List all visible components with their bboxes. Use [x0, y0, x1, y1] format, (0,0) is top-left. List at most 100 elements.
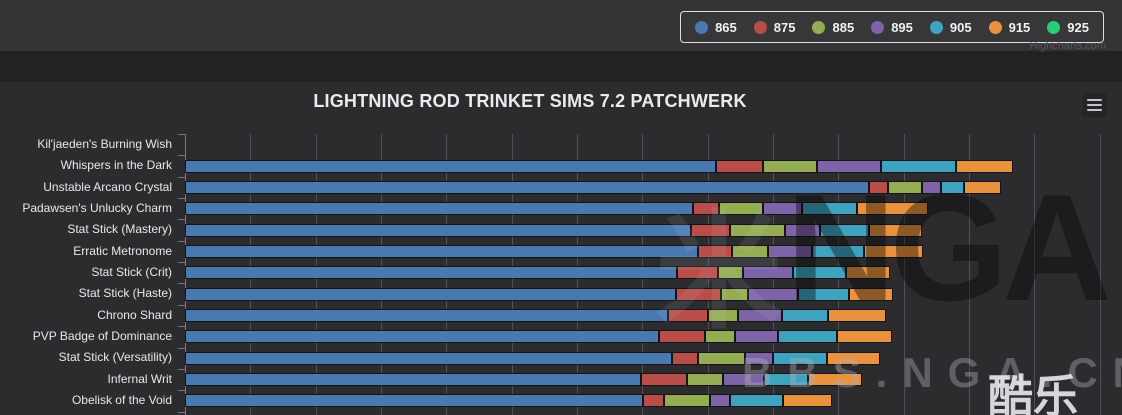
bar-segment-905[interactable] — [798, 287, 850, 301]
bar-segment-885[interactable] — [707, 308, 739, 322]
legend-item-label: 885 — [832, 19, 855, 35]
bar-segment-875[interactable] — [693, 202, 719, 216]
bar-segment-875[interactable] — [697, 244, 732, 258]
legend-item-885[interactable]: 885 — [812, 20, 854, 35]
legend-item-865[interactable]: 865 — [695, 20, 737, 35]
bar-segment-915[interactable] — [846, 266, 890, 280]
bar-segment-885[interactable] — [697, 351, 745, 365]
bar-segment-915[interactable] — [963, 180, 1001, 194]
bar-segment-865[interactable] — [185, 351, 672, 365]
bar-segment-905[interactable] — [811, 244, 865, 258]
category-label: Kil'jaeden's Burning Wish — [37, 137, 172, 151]
category-label: Stat Stick (Haste) — [78, 286, 172, 301]
legend-item-895[interactable]: 895 — [871, 20, 913, 35]
bar-segment-915[interactable] — [869, 223, 922, 237]
gridline — [1100, 134, 1101, 415]
bar-segment-875[interactable] — [642, 394, 664, 408]
legend-item-label: 925 — [1067, 19, 1089, 35]
bar-segment-865[interactable] — [185, 244, 698, 258]
bar-segment-915[interactable] — [864, 244, 923, 258]
bar-segment-915[interactable] — [807, 373, 863, 387]
bar-segment-885[interactable] — [718, 266, 743, 280]
bar-segment-865[interactable] — [185, 330, 660, 344]
bar-segment-905[interactable] — [940, 180, 964, 194]
bar-segment-895[interactable] — [709, 394, 730, 408]
bar-segment-915[interactable] — [827, 308, 886, 322]
bar-segment-865[interactable] — [185, 266, 677, 280]
bar-segment-865[interactable] — [185, 373, 641, 387]
bar-segment-895[interactable] — [748, 287, 799, 301]
bar-segment-905[interactable] — [793, 266, 847, 280]
bar-segment-875[interactable] — [641, 373, 687, 387]
export-menu-button[interactable] — [1082, 93, 1107, 117]
gridline — [969, 134, 970, 415]
bar-segment-905[interactable] — [764, 373, 808, 387]
legend-item-905[interactable]: 905 — [929, 20, 972, 35]
bar-segment-895[interactable] — [921, 180, 941, 194]
bar-segment-875[interactable] — [676, 266, 719, 280]
bar-segment-895[interactable] — [722, 373, 765, 387]
legend-item-label: 915 — [1008, 19, 1031, 35]
bar-segment-885[interactable] — [705, 330, 736, 344]
bar-segment-875[interactable] — [716, 159, 764, 173]
bar-segment-865[interactable] — [185, 394, 643, 408]
bar-segment-895[interactable] — [744, 351, 773, 365]
bar-segment-895[interactable] — [742, 266, 794, 280]
axis-tick — [178, 304, 185, 306]
bar-segment-885[interactable] — [663, 394, 710, 408]
legend-marker-icon — [1047, 20, 1061, 34]
axis-tick — [178, 411, 185, 413]
legend-marker-icon — [695, 20, 709, 34]
bar-segment-885[interactable] — [686, 373, 723, 387]
bar-segment-915[interactable] — [849, 287, 893, 301]
bar-segment-895[interactable] — [735, 330, 779, 344]
bar-segment-895[interactable] — [738, 308, 783, 322]
bar-segment-875[interactable] — [671, 351, 698, 365]
bar-segment-915[interactable] — [827, 351, 881, 365]
bar-segment-885[interactable] — [887, 180, 922, 194]
bar-segment-875[interactable] — [667, 308, 708, 322]
legend-item-915[interactable]: 915 — [988, 19, 1031, 35]
legend-item-925[interactable]: 925 — [1047, 20, 1089, 35]
legend-marker-icon — [929, 20, 943, 34]
category-label: Chrono Shard — [97, 307, 172, 322]
axis-tick — [178, 326, 185, 328]
bar-segment-915[interactable] — [955, 159, 1013, 173]
bar-segment-875[interactable] — [869, 180, 888, 194]
bar-segment-885[interactable] — [729, 223, 785, 237]
category-label: Whispers in the Dark — [60, 158, 172, 173]
bar-segment-885[interactable] — [721, 287, 749, 301]
bar-segment-885[interactable] — [731, 244, 768, 258]
bar-segment-915[interactable] — [836, 330, 892, 344]
axis-tick — [178, 240, 185, 242]
bar-segment-875[interactable] — [659, 330, 705, 344]
bar-segment-895[interactable] — [816, 159, 881, 173]
bar-segment-875[interactable] — [675, 287, 722, 301]
bar-segment-865[interactable] — [185, 223, 691, 237]
bar-segment-905[interactable] — [782, 308, 828, 322]
bar-segment-865[interactable] — [185, 202, 694, 216]
bar-segment-865[interactable] — [185, 159, 717, 173]
bar-segment-905[interactable] — [801, 202, 857, 216]
axis-tick — [178, 198, 185, 200]
bar-segment-905[interactable] — [820, 223, 869, 237]
bar-segment-905[interactable] — [880, 159, 956, 173]
bar-segment-895[interactable] — [767, 244, 812, 258]
bar-segment-915[interactable] — [782, 394, 832, 408]
bar-segment-885[interactable] — [718, 202, 764, 216]
axis-tick — [178, 219, 185, 221]
highcharts-credit-link[interactable]: Highcharts.com — [1029, 40, 1106, 52]
bar-segment-905[interactable] — [778, 330, 837, 344]
bar-segment-895[interactable] — [763, 202, 802, 216]
bar-segment-875[interactable] — [690, 223, 730, 237]
bar-segment-865[interactable] — [185, 287, 676, 301]
legend-item-875[interactable]: 875 — [753, 20, 795, 35]
bar-segment-865[interactable] — [185, 180, 869, 194]
bar-segment-865[interactable] — [185, 308, 668, 322]
bar-segment-885[interactable] — [763, 159, 817, 173]
bar-segment-915[interactable] — [856, 202, 928, 216]
axis-tick — [178, 283, 185, 285]
bar-segment-905[interactable] — [729, 394, 783, 408]
bar-segment-905[interactable] — [772, 351, 828, 365]
bar-segment-895[interactable] — [784, 223, 820, 237]
